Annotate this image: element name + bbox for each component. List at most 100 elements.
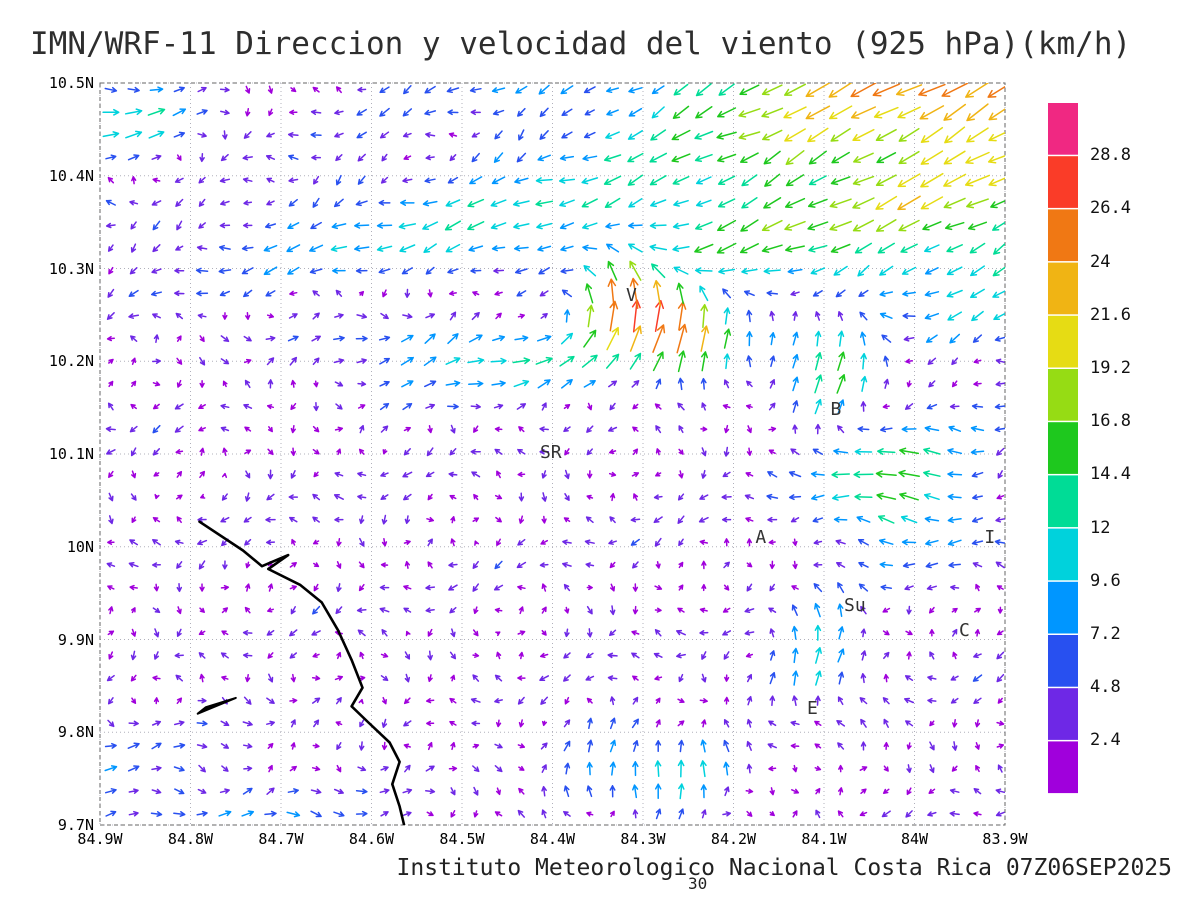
wind-arrow [267,448,274,456]
wind-arrow [152,675,161,681]
wind-arrow [470,448,481,455]
wind-arrow [996,494,1005,500]
wind-arrow [898,469,920,478]
wind-arrow [609,492,616,502]
wind-arrow [538,267,550,275]
wind-arrow [539,652,549,659]
wind-arrow [153,471,160,477]
wind-arrow [790,720,800,726]
wind-arrow [220,335,230,343]
wind-arrow [608,539,617,545]
wind-arrow [130,674,137,682]
wind-arrow [266,357,275,366]
wind-arrow [943,173,967,187]
wind-arrow [357,175,366,185]
wind-arrow [513,379,530,388]
wind-arrow [631,380,640,388]
wind-arrow [762,129,783,141]
wind-arrow [472,765,480,773]
wind-arrow [828,83,853,98]
wind-arrow [427,493,433,501]
wind-arrow [107,697,114,705]
wind-arrow [923,447,941,455]
wind-arrow [447,403,459,410]
wind-arrow [699,285,709,302]
wind-arrow [312,448,320,455]
wind-arrow [514,268,528,275]
wind-arrow [906,742,912,750]
wind-arrow [927,357,937,365]
wind-arrow [902,312,916,319]
wind-arrow [513,245,529,252]
wind-arrow [333,198,344,208]
wind-arrow [583,86,596,94]
wind-arrow [882,697,890,705]
wind-arrow [107,585,115,591]
wind-arrow [988,131,1005,142]
wind-arrow [357,153,366,162]
wind-arrow [994,336,1005,342]
wind-arrow [875,195,898,210]
wind-arrow [312,539,320,545]
wind-arrow [472,652,480,658]
wind-arrow [313,471,319,478]
wind-arrow [243,200,253,206]
wind-arrow [378,335,391,342]
wind-arrow [264,810,277,817]
grid-lines [99,82,1006,826]
wind-arrow [495,787,501,796]
wind-arrow [785,174,805,187]
wind-arrow [404,288,411,298]
colorbar [1048,103,1078,794]
wind-arrow [173,86,185,93]
wind-arrow [129,267,138,275]
wind-arrow [222,447,228,457]
wind-arrow [448,584,458,591]
wind-arrow [791,604,798,616]
wind-arrow [607,278,617,309]
wind-arrow [807,198,828,208]
wind-arrow [220,153,229,162]
wind-arrow [496,651,502,660]
wind-arrow [242,743,253,749]
wind-arrow [560,85,574,95]
wind-arrow [761,219,783,232]
wind-arrow [723,739,730,753]
wind-arrow [943,197,966,209]
wind-arrow [671,129,691,141]
wind-arrow [717,198,736,208]
wind-arrow [379,584,390,591]
wind-arrow [995,561,1005,569]
wind-arrow [402,471,413,478]
wind-arrow [354,222,370,229]
wind-arrow [564,448,570,456]
wind-arrow [739,84,760,96]
wind-arrow [632,675,639,681]
wind-arrow [312,652,320,658]
wind-arrow [586,304,595,328]
wind-arrow [606,326,620,351]
wind-arrow [629,325,642,352]
wind-arrow [196,245,208,251]
wind-arrow [196,109,208,115]
wind-arrow [175,198,184,207]
wind-arrow [378,268,391,274]
wind-arrow [951,741,958,751]
wind-arrow [105,810,117,817]
wind-arrow [994,403,1005,410]
wind-arrow [631,718,639,729]
wind-arrow [813,539,823,545]
wind-arrow [655,448,661,456]
wind-arrow [540,539,549,545]
wind-arrow [723,307,731,325]
wind-arrow [924,290,940,297]
wind-arrow [831,494,850,501]
wind-arrow [359,651,365,660]
wind-arrow [176,697,183,705]
wind-arrow [609,717,616,730]
wind-arrow [518,492,525,502]
wind-arrow [677,698,685,704]
wind-arrow [919,105,945,120]
wind-arrow [266,132,275,138]
wind-arrow [540,313,548,319]
